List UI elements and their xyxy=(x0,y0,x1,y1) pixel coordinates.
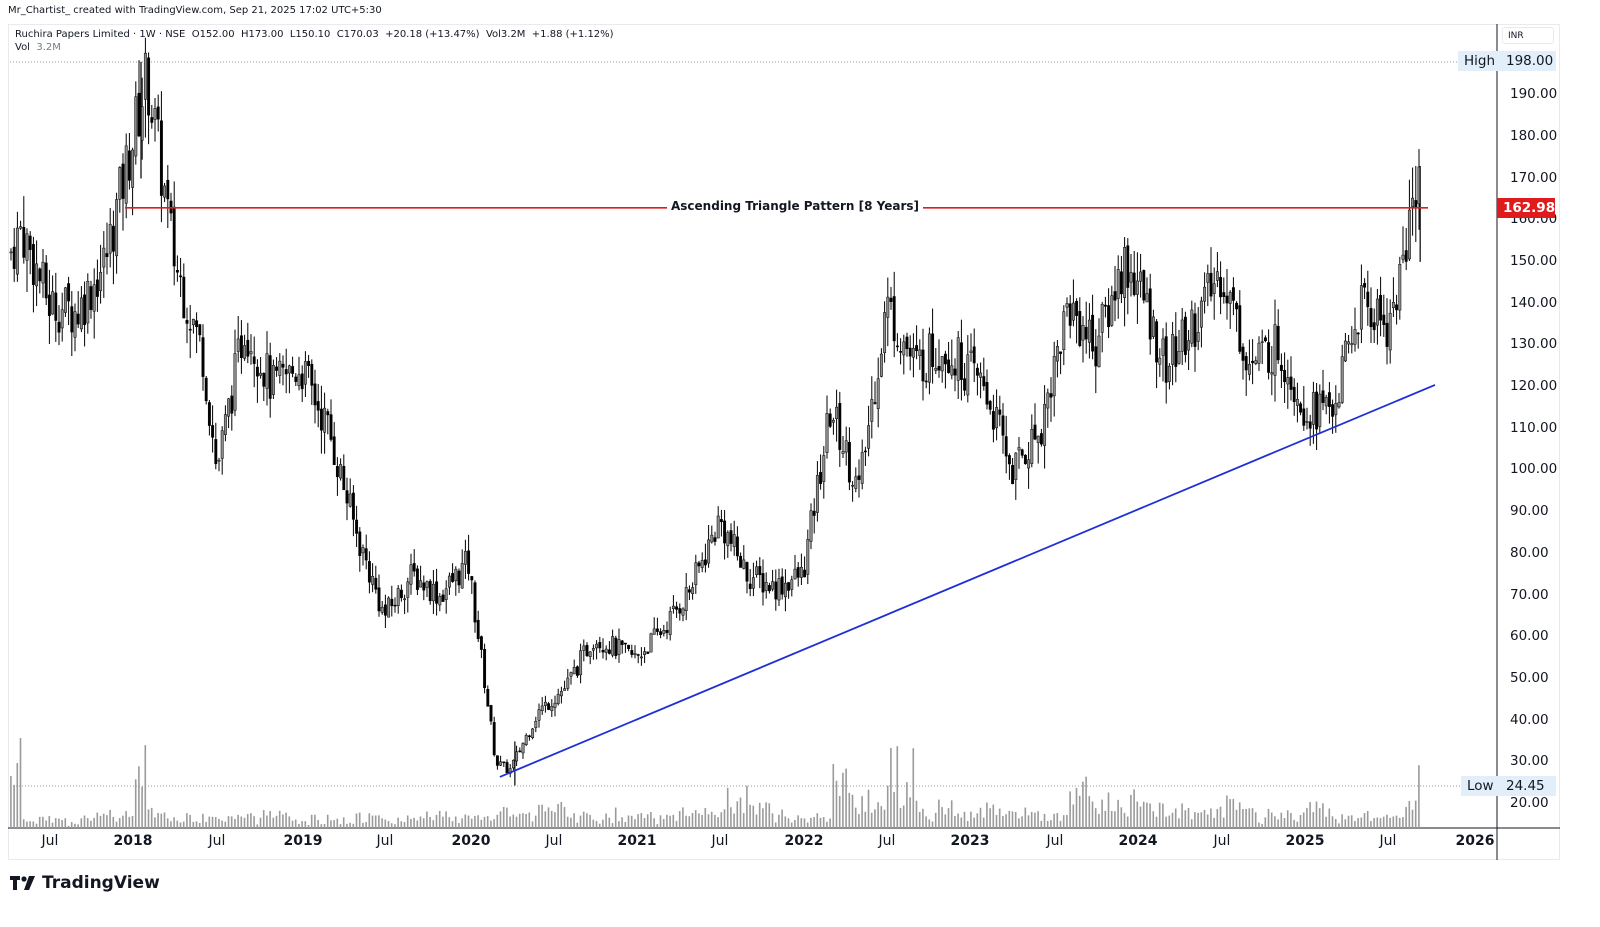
time-tick: 2021 xyxy=(617,833,657,849)
high-price-tag: 198.00 xyxy=(1500,51,1556,71)
support-trendline[interactable] xyxy=(499,384,1436,778)
price-tick: 70.00 xyxy=(1510,586,1549,603)
volume-label[interactable]: Vol xyxy=(15,42,30,53)
candlesticks xyxy=(9,37,1421,778)
volume-bars xyxy=(10,738,1420,828)
price-tick: 180.00 xyxy=(1510,127,1558,144)
time-tick: 2019 xyxy=(283,833,323,849)
price-tick: 50.00 xyxy=(1510,669,1549,686)
time-tick: Jul xyxy=(711,833,729,849)
volume-row: Vol 3.2M xyxy=(15,41,614,54)
low-price-tag: 24.45 xyxy=(1500,776,1556,796)
current-price-tag: 162.98 xyxy=(1497,198,1555,218)
time-tick: 2022 xyxy=(784,833,824,849)
close-value: C170.03 xyxy=(336,29,379,40)
price-tick: 20.00 xyxy=(1510,795,1549,811)
brand-name: TradingView xyxy=(42,873,160,893)
time-tick: Jul xyxy=(1046,833,1064,849)
currency-label[interactable]: INR xyxy=(1502,27,1554,44)
symbol-legend: Ruchira Papers Limited · 1W · NSE O152.0… xyxy=(15,28,614,54)
low-value: L150.10 xyxy=(289,29,331,40)
time-tick: 2026 xyxy=(1455,833,1495,849)
price-tick: 150.00 xyxy=(1510,252,1558,269)
tradingview-brand[interactable]: TradingView xyxy=(10,873,160,893)
low-label-tag: Low xyxy=(1461,776,1500,796)
price-tick: 140.00 xyxy=(1510,294,1558,311)
high-label-tag: High xyxy=(1458,51,1502,71)
price-tick: 190.00 xyxy=(1510,86,1558,103)
ohlc-row: Ruchira Papers Limited · 1W · NSE O152.0… xyxy=(15,28,614,41)
volume-change: +1.88 (+1.12%) xyxy=(531,29,614,40)
price-tick: 130.00 xyxy=(1510,336,1558,353)
time-tick: Jul xyxy=(1213,833,1231,849)
price-tick: 170.00 xyxy=(1510,169,1558,186)
tradingview-logo-icon xyxy=(10,876,35,890)
chart-credit: Mr_Chartist_ created with TradingView.co… xyxy=(8,5,382,16)
time-tick: Jul xyxy=(41,833,59,849)
price-tick: 120.00 xyxy=(1510,378,1558,394)
symbol-name[interactable]: Ruchira Papers Limited · 1W · NSE xyxy=(15,29,186,40)
price-tick: 40.00 xyxy=(1510,711,1549,728)
volume-inline: Vol3.2M xyxy=(485,29,526,40)
high-value: H173.00 xyxy=(240,29,284,40)
time-tick: 2018 xyxy=(113,833,153,849)
time-tick: Jul xyxy=(376,833,394,849)
time-tick: 2025 xyxy=(1285,833,1325,849)
ascending-triangle-label[interactable]: Ascending Triangle Pattern [8 Years] xyxy=(667,199,923,213)
time-tick: 2024 xyxy=(1118,833,1158,849)
price-tick: 60.00 xyxy=(1510,628,1549,645)
chart-frame xyxy=(8,24,1560,860)
price-tick: 90.00 xyxy=(1510,503,1549,520)
time-tick: Jul xyxy=(1379,833,1397,849)
time-tick: 2023 xyxy=(950,833,990,849)
time-tick: 2020 xyxy=(451,833,491,849)
price-tick: 110.00 xyxy=(1510,419,1558,436)
time-tick: Jul xyxy=(208,833,226,849)
volume-value: 3.2M xyxy=(36,42,61,53)
price-tick: 80.00 xyxy=(1510,544,1549,561)
time-tick: Jul xyxy=(545,833,563,849)
open-value: O152.00 xyxy=(191,29,235,40)
time-tick: Jul xyxy=(878,833,896,849)
change-value: +20.18 (+13.47%) xyxy=(385,29,480,40)
price-tick: 100.00 xyxy=(1510,461,1558,478)
price-tick: 30.00 xyxy=(1510,753,1549,770)
